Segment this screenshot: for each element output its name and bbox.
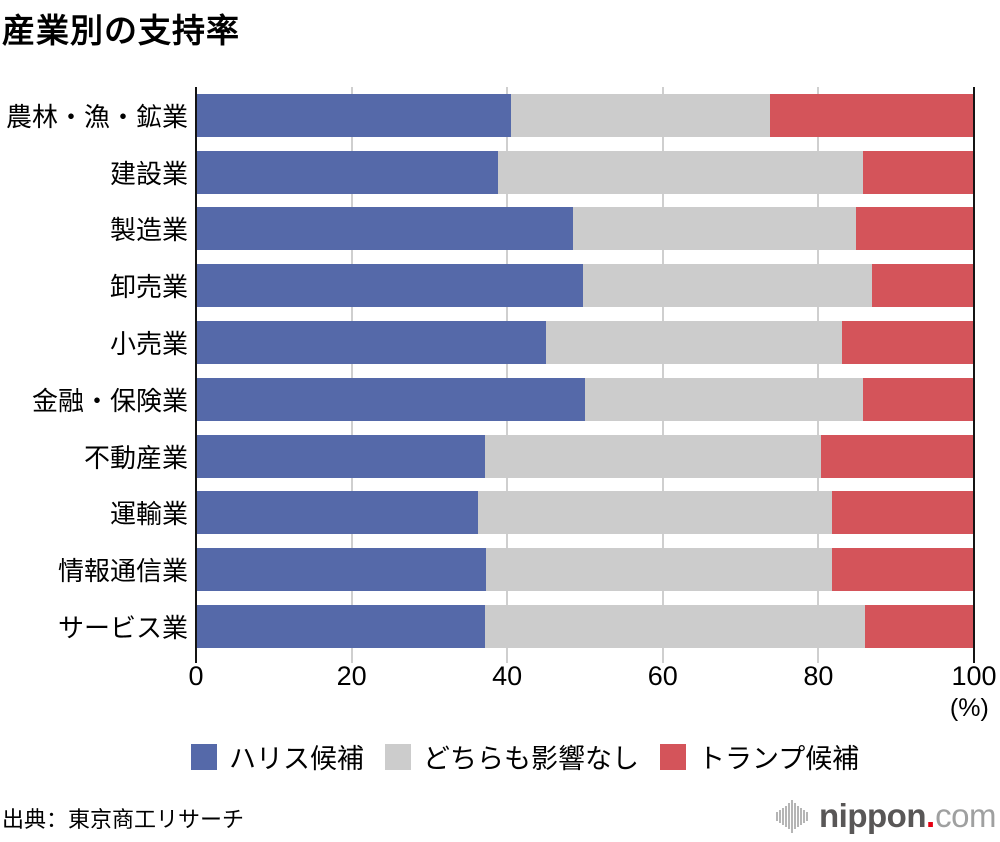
category-label: 情報通信業 — [57, 556, 188, 587]
soundwave-bars-icon — [776, 798, 809, 834]
bar-row — [196, 201, 974, 258]
legend-item-trump: トランプ候補 — [660, 737, 859, 776]
chart-title: 産業別の支持率 — [2, 12, 240, 49]
logo-text-suffix: com — [935, 797, 996, 834]
bar-segment-trump — [820, 434, 974, 478]
bar-segment-harris — [196, 491, 478, 535]
bar-segment-neither — [582, 264, 873, 308]
bar-row — [196, 257, 974, 314]
bar-segment-trump — [865, 605, 974, 649]
bar-segment-trump — [872, 264, 974, 308]
gridline-40 — [506, 87, 509, 655]
legend: ハリス候補 どちらも影響なし トランプ候補 — [191, 737, 859, 776]
bar-segment-neither — [485, 605, 866, 649]
bar-segment-neither — [486, 548, 833, 592]
category-label: 金融・保険業 — [31, 385, 188, 416]
gridline-80 — [817, 87, 820, 655]
bar-segment-harris — [196, 605, 486, 649]
bar-row — [196, 541, 974, 598]
bar-segment-trump — [832, 548, 974, 592]
bar-segment-trump — [862, 377, 974, 421]
category-label: 製造業 — [109, 215, 188, 246]
y-axis-line — [195, 87, 197, 663]
category-axis: 農林・漁・鉱業 建設業 製造業 卸売業 小売業 金融・保険業 不動産業 運輸業 … — [0, 87, 188, 655]
bar-segment-neither — [546, 321, 842, 365]
logo-text-dot: . — [925, 797, 936, 834]
bar-segment-trump — [831, 491, 974, 535]
bar-row — [196, 428, 974, 485]
bars — [196, 87, 974, 655]
bar-row — [196, 598, 974, 655]
logo-text-main: nippon — [819, 797, 926, 834]
legend-item-harris: ハリス候補 — [191, 737, 364, 776]
gridline-20 — [350, 87, 353, 655]
bar-row — [196, 485, 974, 542]
tick-mark-80 — [817, 655, 820, 663]
x-tick-label: 80 — [803, 661, 834, 691]
category-label: 不動産業 — [83, 442, 188, 473]
legend-swatch-trump — [660, 743, 686, 770]
legend-swatch-neither — [385, 743, 411, 770]
right-border-line — [973, 87, 975, 663]
bar-segment-harris — [196, 150, 498, 194]
bar-row — [196, 144, 974, 201]
bar-segment-harris — [196, 207, 574, 251]
bar-segment-harris — [196, 264, 583, 308]
legend-label: トランプ候補 — [698, 744, 860, 774]
bar-segment-trump — [841, 321, 974, 365]
nippon-com-logo: nippon . com — [776, 797, 996, 835]
bar-segment-harris — [196, 93, 512, 137]
x-axis: 0 20 40 60 80 100 (%) — [188, 661, 996, 722]
bar-segment-harris — [196, 377, 585, 421]
category-label: 建設業 — [109, 158, 188, 189]
bar-segment-neither — [485, 434, 821, 478]
x-tick-label: 40 — [492, 661, 523, 691]
tick-mark-20 — [350, 655, 353, 663]
bar-segment-trump — [862, 150, 974, 194]
bar-segment-trump — [855, 207, 974, 251]
bar-row — [196, 314, 974, 371]
bar-segment-trump — [770, 93, 974, 137]
bar-row — [196, 87, 974, 144]
bar-segment-harris — [196, 434, 486, 478]
tick-mark-60 — [661, 655, 664, 663]
legend-label: ハリス候補 — [229, 744, 364, 774]
category-label: 農林・漁・鉱業 — [5, 101, 188, 132]
legend-label: どちらも影響なし — [423, 744, 639, 774]
bar-row — [196, 371, 974, 428]
category-label: サービス業 — [57, 613, 188, 644]
bar-segment-neither — [497, 150, 863, 194]
x-tick-label: 100 — [951, 661, 997, 691]
category-label: 小売業 — [109, 329, 188, 360]
legend-item-neither: どちらも影響なし — [385, 737, 639, 776]
bar-segment-neither — [573, 207, 856, 251]
category-label: 卸売業 — [109, 272, 188, 303]
bar-segment-neither — [511, 93, 771, 137]
bar-segment-harris — [196, 548, 487, 592]
bar-segment-harris — [196, 321, 547, 365]
tick-mark-40 — [506, 655, 509, 663]
source-credit: 出典：東京商工リサーチ — [2, 807, 245, 832]
category-label: 運輸業 — [109, 499, 188, 530]
gridline-60 — [661, 87, 664, 655]
legend-swatch-harris — [191, 743, 217, 770]
bar-segment-neither — [585, 377, 863, 421]
bar-segment-neither — [477, 491, 832, 535]
x-tick-label: 0 — [188, 661, 204, 691]
plot-area — [195, 87, 975, 663]
x-axis-unit-label: (%) — [949, 694, 989, 722]
x-tick-label: 60 — [647, 661, 678, 691]
x-tick-label: 20 — [336, 661, 367, 691]
